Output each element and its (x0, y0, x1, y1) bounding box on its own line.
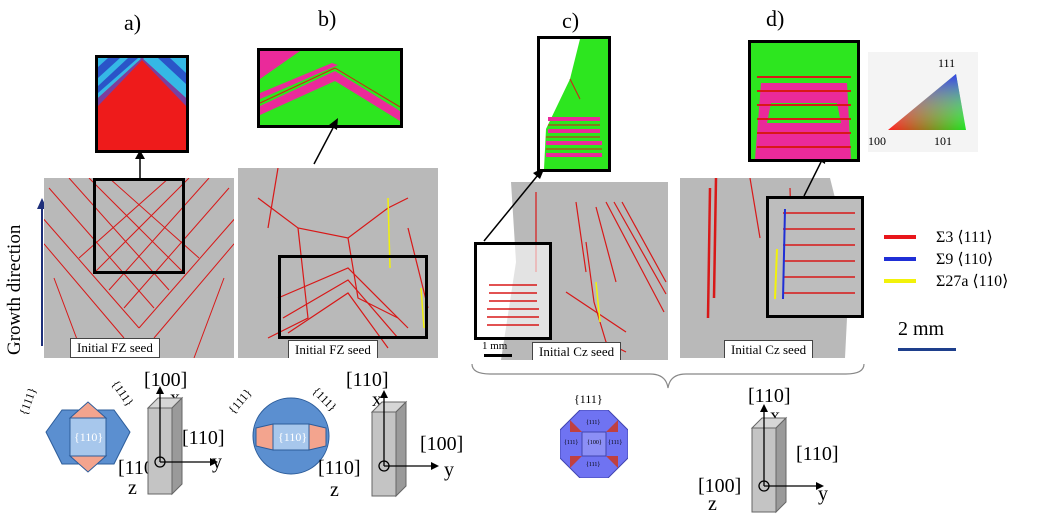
sample-block-a (146, 386, 218, 496)
ipf-label-111: 111 (938, 56, 956, 70)
axis-b-top-dir: [110] (346, 369, 389, 391)
legend: Σ3 ⟨111⟩ Σ9 ⟨110⟩ Σ27a ⟨110⟩ (884, 226, 1008, 292)
ebsd-map-a: Initial FZ seed (44, 178, 234, 358)
ebsd-map-b: Initial FZ seed (238, 168, 438, 358)
crystal-cd-top-label: {111} (574, 392, 603, 406)
highlight-box-d (766, 196, 864, 318)
crystal-cd-face-right: {111} (608, 440, 623, 446)
crystal-a: {110} (40, 392, 136, 476)
legend-item-sigma9: Σ9 ⟨110⟩ (884, 248, 1008, 270)
sample-block-b (370, 390, 439, 498)
panel-label-b: b) (318, 6, 337, 31)
axis-a-z: z (128, 477, 137, 499)
legend-label: Σ27a ⟨110⟩ (936, 273, 1009, 290)
axis-d-z: z (708, 493, 717, 515)
axis-b-right-dir: [100] (420, 433, 464, 455)
arrow-b-icon (313, 118, 338, 165)
axis-d-top-dir: [110] (748, 385, 791, 407)
ipf-label-100: 100 (868, 134, 886, 148)
axis-a-right-dir: [110] (182, 427, 225, 449)
highlight-box-b (278, 255, 428, 339)
inset-d (748, 40, 860, 162)
seed-label-c: Initial Cz seed (532, 342, 622, 360)
legend-item-sigma3: Σ3 ⟨111⟩ (884, 226, 1008, 248)
crystal-cd-center: {100} (587, 440, 602, 446)
arrow-c-icon (483, 167, 545, 242)
panel-label-c: c) (562, 8, 580, 33)
crystal-cd-face-bottom: {111} (586, 462, 601, 468)
crystal-a-face-110: {110} (74, 430, 104, 444)
seed-label-a: Initial FZ seed (70, 338, 160, 358)
scale-1mm-bar (484, 354, 512, 357)
axis-d-y: y (818, 483, 828, 505)
axis-b-y: y (444, 459, 454, 481)
legend-swatch (884, 279, 916, 283)
axis-d-right-dir: [110] (796, 443, 839, 465)
crystal-b-face-110: {110} (278, 430, 308, 444)
axis-b-z: z (330, 479, 339, 501)
inset-b (257, 48, 403, 128)
axis-a-top-dir: [100] (144, 369, 188, 391)
legend-swatch (884, 235, 916, 239)
sample-block-d (750, 404, 824, 514)
scale-1mm-label: 1 mm (482, 340, 508, 352)
crystal-b: {110} (248, 394, 334, 478)
seed-label-b: Initial FZ seed (288, 340, 378, 358)
brace-icon (471, 363, 865, 389)
crystal-a-face-111-left: {111} (16, 385, 40, 418)
crystal-cd: {100} {111} {111} {111} {111} (560, 410, 628, 478)
crystal-cd-face-top: {111} (586, 420, 601, 426)
panel-label-a: a) (124, 10, 142, 35)
legend-item-sigma27a: Σ27a ⟨110⟩ (884, 270, 1008, 292)
seed-label-d: Initial Cz seed (724, 340, 814, 358)
arrow-a-icon (135, 150, 145, 178)
scale-2mm-label: 2 mm (898, 318, 945, 340)
axis-d-bottom-dir: [100] (698, 475, 742, 497)
panel-label-d: d) (766, 6, 785, 31)
inset-c (537, 36, 611, 172)
axis-b-bottom-dir: [110] (318, 457, 361, 479)
crystal-cd-face-left: {111} (564, 440, 579, 446)
highlight-box-c (474, 242, 552, 340)
growth-direction-label: Growth direction (4, 224, 25, 355)
legend-label: Σ3 ⟨111⟩ (936, 229, 993, 246)
ipf-label-101: 101 (934, 134, 952, 148)
scale-2mm-bar (898, 348, 956, 351)
legend-label: Σ9 ⟨110⟩ (936, 251, 994, 268)
axis-d-x: x (770, 405, 780, 427)
axis-b-x: x (372, 389, 382, 411)
highlight-box-a (93, 178, 185, 274)
legend-swatch (884, 257, 916, 261)
inset-a (95, 55, 189, 153)
ipf-key: 111 100 101 (868, 52, 978, 152)
